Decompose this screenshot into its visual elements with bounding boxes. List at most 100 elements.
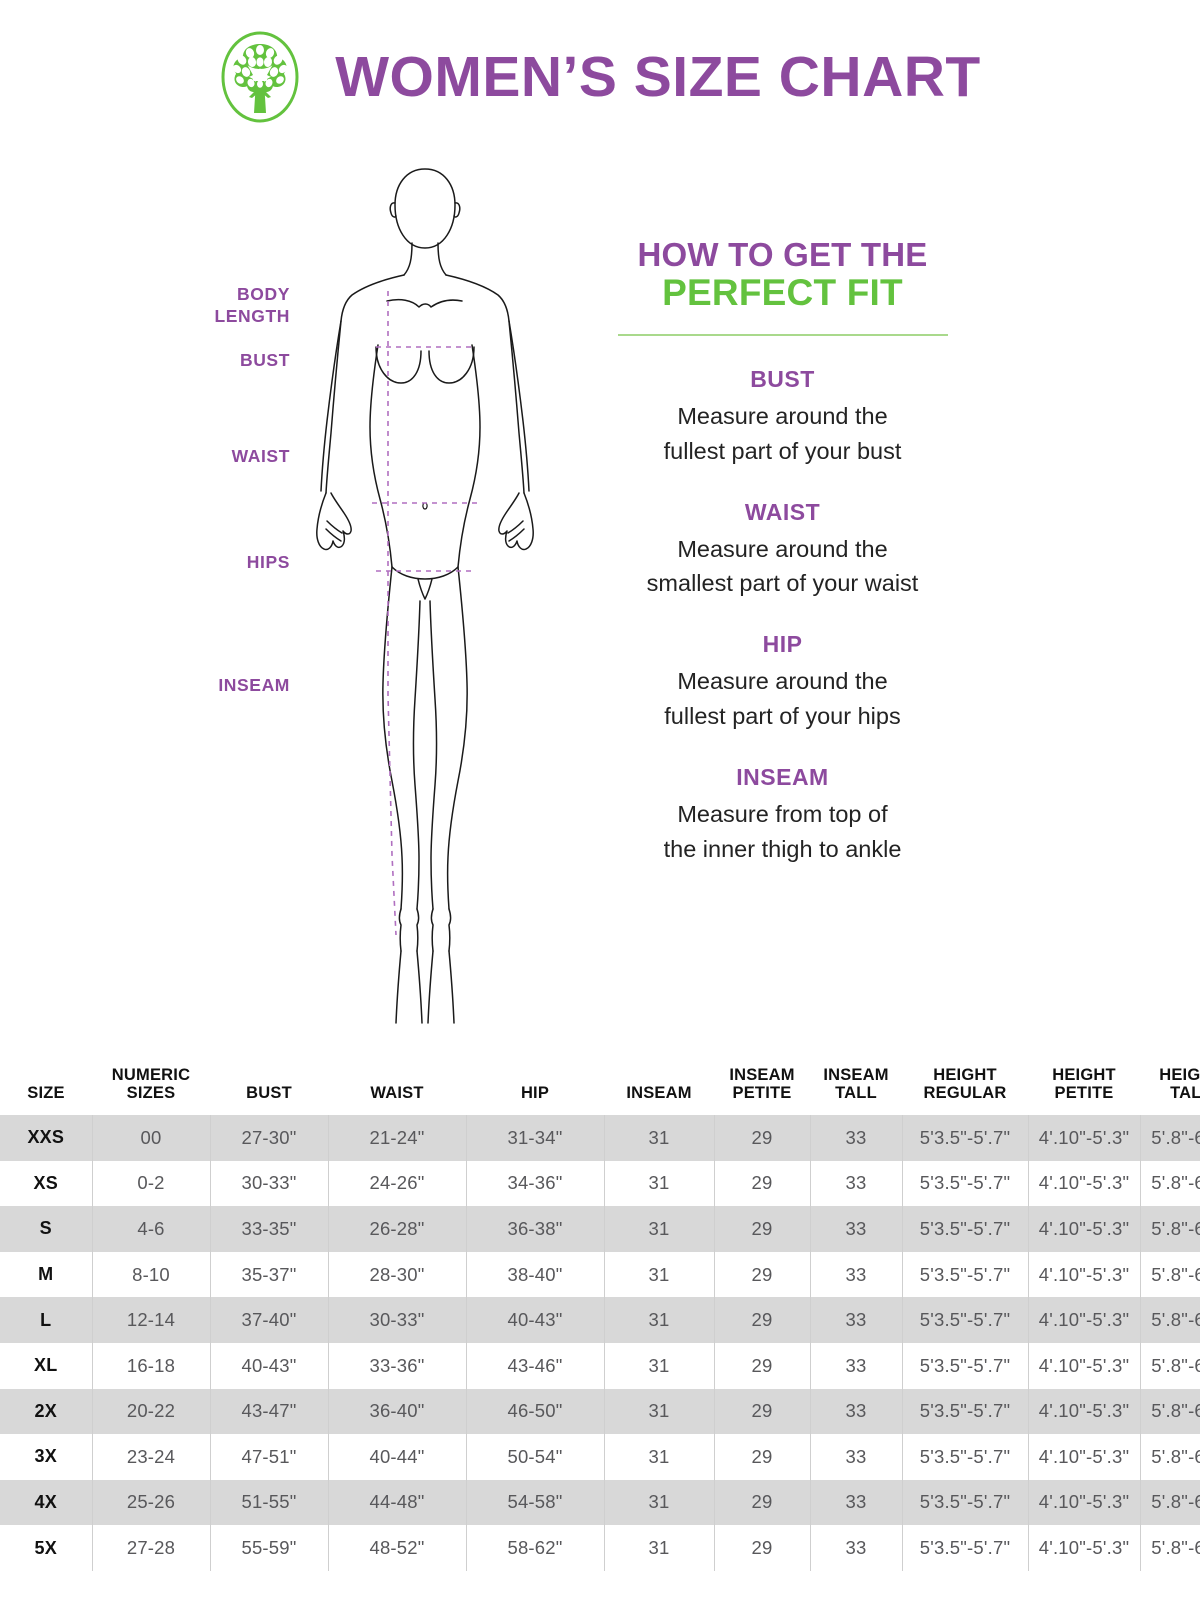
table-cell-inseam-petite: 29 [713,1206,810,1252]
table-cell-inseam: 31 [603,1342,714,1389]
fit-item-bust-title: BUST [750,366,815,393]
table-cell-bust: 33-35" [209,1206,328,1252]
table-cell-inseam-petite: 29 [713,1160,810,1207]
table-cell-size-xxs: XXS [0,1114,92,1161]
tree-in-circle-logo-icon [219,29,301,125]
table-row: XS 0-2 30-33" 24-26" 34-36" 31 29 33 5'3.5"-5'.7… [0,1160,1200,1207]
table-header-hip: HIP [466,1062,604,1115]
how-to-fit-panel: HOW TO GET THE PERFECT FIT BUST Measure … [575,236,990,867]
table-cell-bust: 51-55" [209,1479,328,1526]
table-cell-numeric-sizes: 00 [91,1114,210,1161]
table-cell-size-3x: 3X [0,1434,92,1480]
table-cell-height-tall: 5'.8"-6'.2" [1139,1206,1200,1252]
table-cell-numeric-sizes: 16-18 [91,1342,210,1389]
table-cell-height-regular: 5'3.5"-5'.7" [901,1114,1028,1161]
table-cell-inseam-tall: 33 [809,1342,902,1389]
table-row: XL 16-18 40-43" 33-36" 43-46" 31 29 33 5'3.5"-5'… [0,1342,1200,1389]
table-cell-inseam-tall: 33 [809,1114,902,1161]
table-cell-size-4x: 4X [0,1479,92,1526]
table-header-numeric-sizes: NUMERIC SIZES [92,1062,210,1115]
table-cell-inseam-petite: 29 [713,1114,810,1161]
table-cell-bust: 37-40" [209,1297,328,1343]
table-header-bust: BUST [210,1062,328,1115]
label-body-length: BODY LENGTH [214,284,290,327]
table-cell-height-petite: 4'.10"-5'.3" [1027,1114,1140,1161]
table-cell-height-tall: 5'.8"-6'.2" [1139,1479,1200,1526]
table-cell-inseam-petite: 29 [713,1342,810,1389]
table-cell-inseam: 31 [603,1479,714,1526]
table-header-size: SIZE [0,1062,92,1115]
table-cell-numeric-sizes: 8-10 [91,1251,210,1298]
table-cell-height-petite: 4'.10"-5'.3" [1027,1434,1140,1480]
table-cell-inseam: 31 [603,1206,714,1252]
table-cell-hip: 50-54" [465,1434,604,1480]
table-cell-height-tall: 5'.8"-6'.2" [1139,1388,1200,1435]
table-header-inseam-petite: INSEAM PETITE [714,1062,810,1115]
fit-heading-line1: HOW TO GET THE [637,236,928,273]
table-cell-waist: 24-26" [327,1160,466,1207]
fit-item-inseam-desc: Measure from top of the inner thigh to a… [663,800,902,862]
table-cell-height-petite: 4'.10"-5'.3" [1027,1297,1140,1343]
table-cell-height-tall: 5'.8"-6'.2" [1139,1342,1200,1389]
table-cell-inseam-petite: 29 [713,1388,810,1435]
table-cell-inseam: 31 [603,1434,714,1480]
fit-item-inseam-title: INSEAM [736,763,829,790]
fit-item-bust: BUST Measure around the fullest part of … [575,366,990,469]
size-table-wrapper: SIZE NUMERIC SIZES BUST WAIST HIP INSEAM INSEA… [0,1062,1200,1571]
table-cell-waist: 28-30" [327,1251,466,1298]
table-cell-waist: 36-40" [327,1388,466,1435]
table-cell-height-regular: 5'3.5"-5'.7" [901,1434,1028,1480]
table-cell-inseam: 31 [603,1114,714,1161]
table-row: XXS 00 27-30" 21-24" 31-34" 31 29 33 5'3.5"-5'.7… [0,1114,1200,1161]
fit-item-hip-title: HIP [762,631,803,658]
label-bust: BUST [239,350,290,370]
table-cell-bust: 55-59" [209,1525,328,1571]
table-cell-height-tall: 5'.8"-6'.2" [1139,1251,1200,1298]
table-cell-numeric-sizes: 0-2 [91,1160,210,1207]
table-cell-bust: 35-37" [209,1251,328,1298]
table-cell-numeric-sizes: 23-24 [91,1434,210,1480]
table-cell-waist: 48-52" [327,1525,466,1571]
table-cell-height-petite: 4'.10"-5'.3" [1027,1479,1140,1526]
table-cell-height-tall: 5'.8"-6'.2" [1139,1434,1200,1480]
table-cell-size-2x: 2X [0,1388,92,1435]
table-row: M 8-10 35-37" 28-30" 38-40" 31 29 33 5'3.5"-5'.7… [0,1251,1200,1298]
table-cell-inseam-tall: 33 [809,1479,902,1526]
table-cell-height-petite: 4'.10"-5'.3" [1027,1388,1140,1435]
table-cell-size-m: M [0,1251,92,1298]
table-row: 4X 25-26 51-55" 44-48" 54-58" 31 29 33 5'3.5"-5'… [0,1479,1200,1526]
table-cell-size-l: L [0,1297,92,1343]
table-cell-height-tall: 5'.8"-6'.2" [1139,1160,1200,1207]
table-cell-height-petite: 4'.10"-5'.3" [1027,1251,1140,1298]
table-cell-waist: 30-33" [327,1297,466,1343]
heading-divider [617,334,948,337]
fit-item-waist: WAIST Measure around the smallest part o… [575,499,990,602]
table-row: 2X 20-22 43-47" 36-40" 46-50" 31 29 33 5'3.5"-5'… [0,1388,1200,1435]
table-row: S 4-6 33-35" 26-28" 36-38" 31 29 33 5'3.5"-5'.7"… [0,1206,1200,1252]
table-cell-height-tall: 5'.8"-6'.2" [1139,1114,1200,1161]
table-cell-height-regular: 5'3.5"-5'.7" [901,1160,1028,1207]
fit-item-hip: HIP Measure around the fullest part of y… [575,631,990,734]
table-cell-height-regular: 5'3.5"-5'.7" [901,1479,1028,1526]
table-cell-numeric-sizes: 4-6 [91,1206,210,1252]
table-cell-inseam: 31 [603,1525,714,1571]
table-cell-waist: 40-44" [327,1434,466,1480]
table-cell-inseam-petite: 29 [713,1479,810,1526]
page-title: WOMEN’S SIZE CHART [335,44,981,109]
table-cell-hip: 43-46" [465,1342,604,1389]
fit-item-inseam: INSEAM Measure from top of the inner thi… [575,764,990,867]
table-row: L 12-14 37-40" 30-33" 40-43" 31 29 33 5'3.5"-5'.… [0,1297,1200,1343]
table-cell-height-petite: 4'.10"-5'.3" [1027,1342,1140,1389]
table-cell-hip: 40-43" [465,1297,604,1343]
table-cell-height-regular: 5'3.5"-5'.7" [901,1388,1028,1435]
fit-item-bust-desc: Measure around the fullest part of your … [663,403,902,464]
size-table: SIZE NUMERIC SIZES BUST WAIST HIP INSEAM INSEA… [0,1062,1200,1571]
table-cell-inseam-tall: 33 [809,1251,902,1298]
table-cell-height-regular: 5'3.5"-5'.7" [901,1206,1028,1252]
table-cell-inseam-petite: 29 [713,1434,810,1480]
table-cell-inseam-petite: 29 [713,1297,810,1343]
table-header-height-petite: HEIGHT PETITE [1028,1062,1140,1115]
table-cell-bust: 43-47" [209,1388,328,1435]
table-header-waist: WAIST [328,1062,466,1115]
table-cell-height-regular: 5'3.5"-5'.7" [901,1251,1028,1298]
